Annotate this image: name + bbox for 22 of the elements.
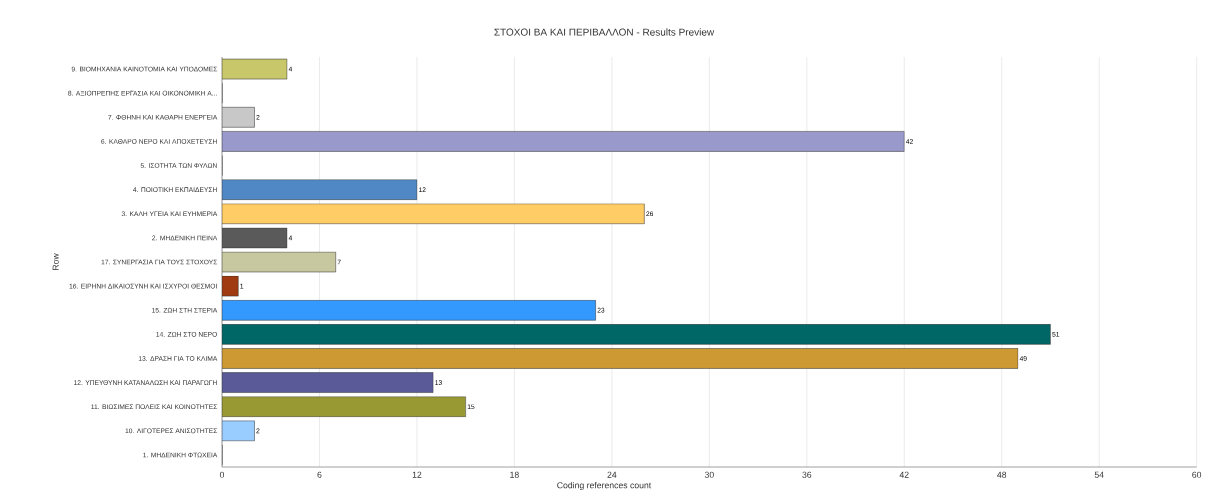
bar (222, 203, 645, 224)
y-axis-title: Row (52, 253, 59, 270)
x-tick-label: 6 (317, 471, 322, 478)
x-tick-label: 18 (510, 471, 519, 478)
bar (222, 299, 596, 321)
bar (222, 275, 239, 297)
x-axis-title: Coding references count (557, 481, 652, 490)
x-tick-label: 24 (607, 471, 617, 478)
x-tick-label: 0 (219, 471, 225, 478)
chart-title: ΣΤΟΧΟΙ ΒΑ ΚΑΙ ΠΕΡΙΒΑΛΛΟΝ - Results Preview (494, 28, 715, 36)
bar (222, 179, 418, 200)
x-tick-label: 54 (1094, 471, 1104, 478)
x-tick-label: 12 (412, 471, 422, 478)
x-tick-label: 42 (899, 471, 909, 478)
x-tick-label: 48 (997, 471, 1007, 478)
x-tick-label: 30 (704, 471, 714, 478)
bar (222, 347, 1019, 369)
x-tick-label: 36 (802, 471, 812, 478)
x-tick-label: 60 (1192, 471, 1202, 478)
bar (222, 227, 288, 248)
bar (222, 372, 434, 393)
bar (222, 420, 255, 441)
